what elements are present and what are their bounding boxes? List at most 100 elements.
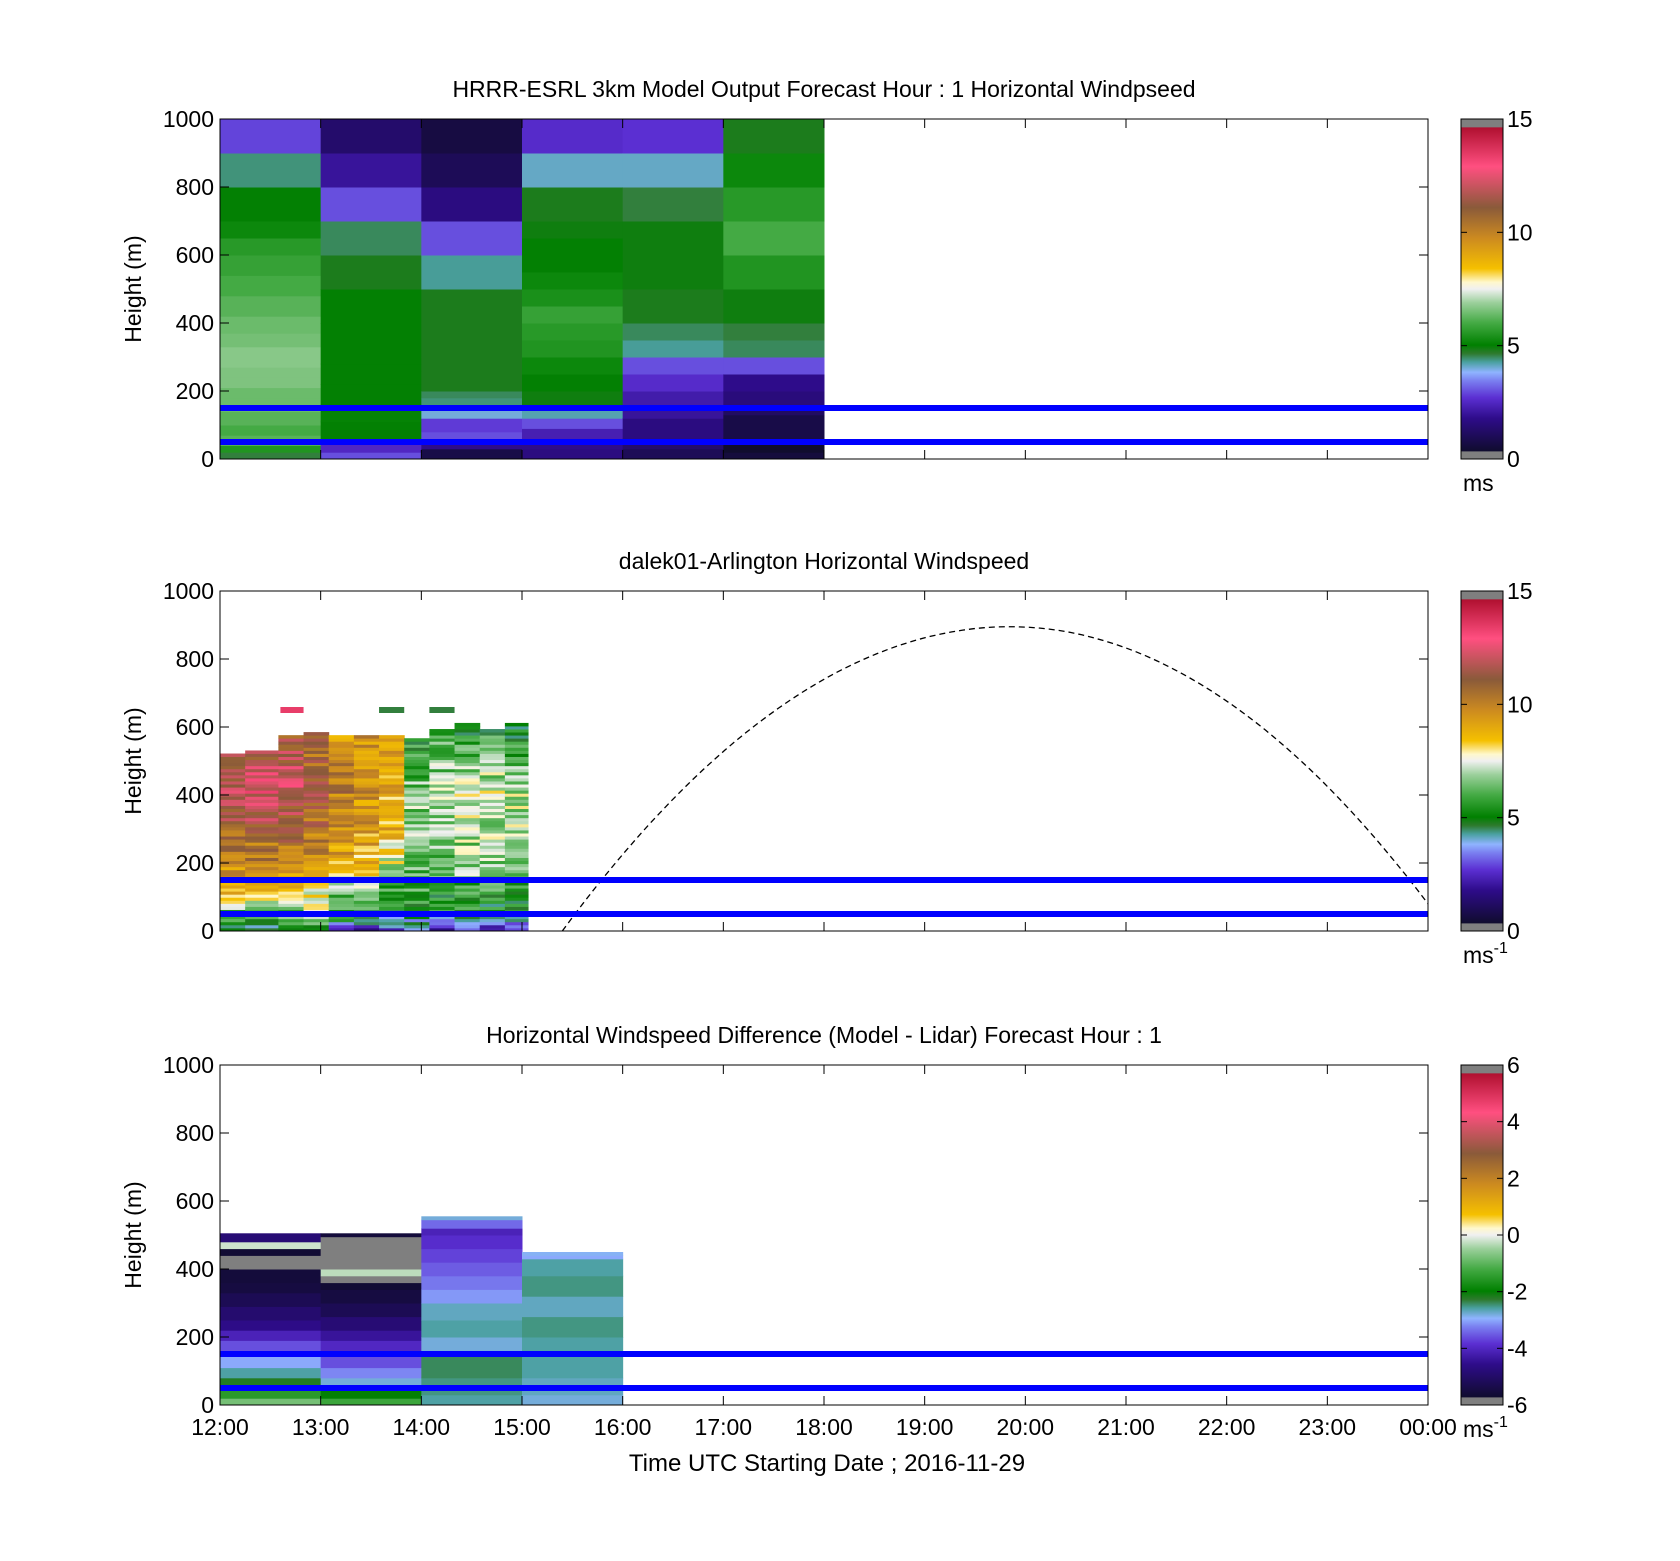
heatmap-cell xyxy=(245,750,279,754)
heatmap-cell xyxy=(479,826,506,831)
heatmap-cell xyxy=(421,1228,523,1236)
heatmap-cell xyxy=(278,811,305,816)
heatmap-cell xyxy=(622,357,724,375)
heatmap-cell xyxy=(278,735,305,739)
heatmap-cell xyxy=(504,918,529,923)
heatmap-cell xyxy=(220,906,246,910)
heatmap-cell xyxy=(479,765,506,770)
heatmap-cell xyxy=(278,738,305,742)
heatmap-cell xyxy=(220,411,322,426)
heatmap-cell xyxy=(421,448,523,460)
heatmap-cell xyxy=(278,894,305,898)
heatmap-cell xyxy=(504,891,529,895)
heatmap-cell xyxy=(278,882,305,886)
heatmap-cell xyxy=(353,796,380,800)
heatmap-cell xyxy=(220,802,246,806)
heatmap-cell xyxy=(328,753,355,757)
heatmap-cell xyxy=(328,869,355,874)
heatmap-cell xyxy=(320,323,422,365)
heatmap-cell xyxy=(220,1248,322,1256)
heatmap-cell xyxy=(278,897,305,901)
heatmap-cell xyxy=(353,759,380,764)
heatmap-cell xyxy=(421,1320,523,1338)
heatmap-cell xyxy=(622,374,724,392)
heatmap-cell xyxy=(303,735,330,739)
heatmap-cell xyxy=(278,845,305,849)
heatmap-cell xyxy=(379,830,405,834)
heatmap-cell xyxy=(504,811,529,816)
colorbar-tick-label: -2 xyxy=(1507,1279,1527,1305)
heatmap-cell xyxy=(429,814,456,819)
heatmap-cell xyxy=(454,744,481,748)
heatmap-cell xyxy=(303,787,330,791)
heatmap-cell xyxy=(303,918,330,923)
heatmap-cell xyxy=(522,1275,624,1297)
colorbar-tick-label: 0 xyxy=(1507,918,1520,944)
heatmap-cell xyxy=(429,774,456,779)
heatmap-cell xyxy=(454,820,481,825)
heatmap-cell xyxy=(421,370,523,392)
heatmap-cell xyxy=(245,906,279,910)
heatmap-cell xyxy=(479,830,506,834)
heatmap-cell xyxy=(328,799,355,803)
heatmap-cell xyxy=(245,915,279,920)
heatmap-cell xyxy=(479,924,506,929)
heatmap-cell xyxy=(220,894,246,898)
heatmap-cell xyxy=(504,848,529,852)
heatmap-cell xyxy=(504,778,529,782)
heatmap-cell xyxy=(303,747,330,751)
heatmap-cell xyxy=(479,891,506,895)
heatmap-cell xyxy=(622,391,724,409)
heatmap-cell xyxy=(522,1255,624,1260)
heatmap-cell xyxy=(479,778,506,782)
y-tick-label: 400 xyxy=(176,782,214,808)
heatmap-cell xyxy=(353,744,380,748)
heatmap-cell xyxy=(479,744,506,748)
heatmap-cell xyxy=(328,915,355,920)
heatmap-cell xyxy=(328,790,355,794)
heatmap-cell xyxy=(303,903,330,907)
heatmap-cell xyxy=(303,820,330,825)
heatmap-cell xyxy=(245,793,279,797)
y-tick-label: 1000 xyxy=(163,578,214,604)
heatmap-cell xyxy=(622,255,724,290)
heatmap-cell xyxy=(303,744,330,748)
heatmap-cell xyxy=(429,842,456,846)
heatmap-cell xyxy=(404,768,430,773)
heatmap-cell xyxy=(622,448,724,460)
x-tick-label: 00:00 xyxy=(1399,1414,1457,1440)
heatmap-cell xyxy=(220,857,246,862)
colorbar-tick-label: 6 xyxy=(1507,1052,1520,1078)
heatmap-cell xyxy=(320,221,422,256)
heatmap-cell xyxy=(522,289,624,307)
heatmap-cell xyxy=(278,839,305,843)
heatmap-cell xyxy=(220,848,246,852)
heatmap-cell xyxy=(479,854,506,858)
heatmap-cell xyxy=(454,729,481,733)
heatmap-cell xyxy=(353,790,380,794)
heatmap-cell xyxy=(245,927,279,932)
heatmap-cell xyxy=(504,854,529,858)
heatmap-cell xyxy=(404,805,430,809)
heatmap-cell xyxy=(379,756,405,761)
heatmap-cell xyxy=(429,805,456,809)
heatmap-cell xyxy=(504,750,529,754)
heatmap-cell xyxy=(220,885,246,889)
heatmap-cell xyxy=(328,885,355,889)
heatmap-cell xyxy=(220,830,246,834)
heatmap-cell xyxy=(454,799,481,803)
colorbar: 0 5 10 15 ms xyxy=(1460,106,1533,496)
heatmap-cell xyxy=(723,374,825,392)
heatmap-cell xyxy=(404,848,430,852)
heatmap-cell xyxy=(504,774,529,779)
heatmap-cell xyxy=(454,833,481,837)
heatmap-cell xyxy=(429,802,456,806)
heatmap-cell xyxy=(404,833,430,837)
heatmap-cell xyxy=(328,793,355,797)
heatmap-cell xyxy=(404,826,430,831)
heatmap-cells xyxy=(220,119,825,460)
heatmap-cell xyxy=(379,836,405,840)
heatmap-cell xyxy=(220,1377,322,1389)
heatmap-cell xyxy=(220,860,246,865)
heatmap-cell xyxy=(328,894,355,898)
